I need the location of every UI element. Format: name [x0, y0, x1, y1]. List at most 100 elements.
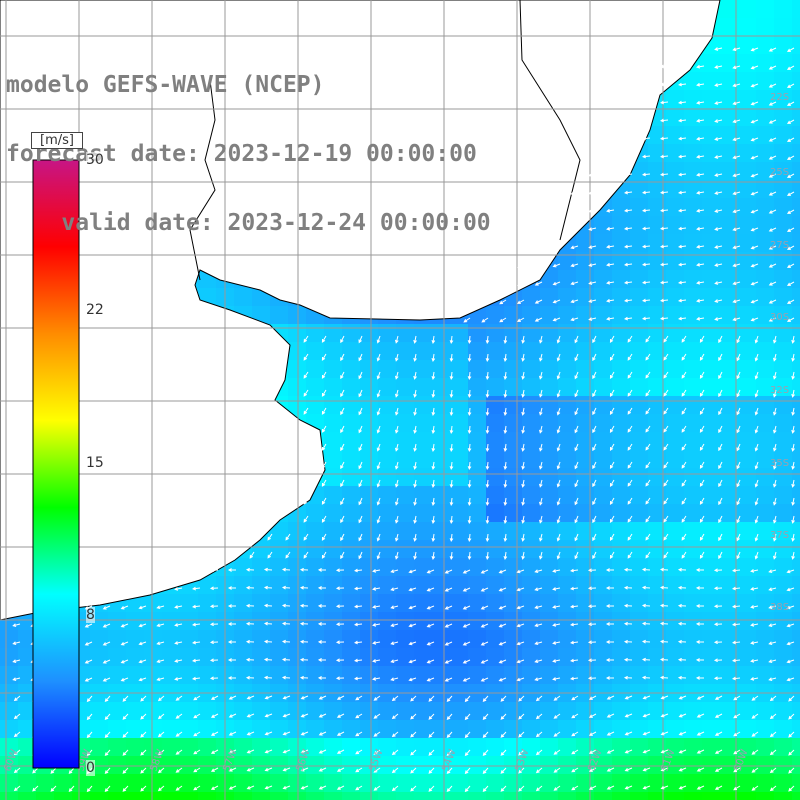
wind-arrow: [587, 568, 597, 573]
wind-arrow: [623, 639, 633, 644]
wind-arrow: [263, 657, 273, 662]
speed-cell: [432, 756, 450, 774]
wind-arrow: [696, 136, 705, 141]
speed-cell: [648, 486, 666, 504]
speed-cell: [558, 612, 576, 630]
wind-arrow: [157, 713, 165, 720]
wind-arrow: [413, 551, 417, 560]
speed-cell: [252, 558, 270, 576]
wind-arrow: [355, 749, 363, 755]
wind-arrow: [245, 675, 255, 680]
wind-arrow: [376, 533, 381, 542]
wind-arrow: [518, 785, 525, 792]
wind-arrow: [623, 675, 633, 680]
wind-arrow: [623, 657, 633, 662]
wind-arrow: [641, 657, 651, 662]
wind-arrow: [627, 353, 633, 361]
speed-cell: [432, 594, 450, 612]
wind-arrow: [769, 767, 777, 774]
wind-arrow: [588, 299, 597, 303]
wind-arrow: [699, 497, 705, 505]
wind-arrow: [681, 389, 687, 397]
wind-arrow: [570, 640, 579, 645]
speed-cell: [522, 306, 540, 324]
wind-arrow: [750, 317, 759, 322]
wind-arrow: [372, 569, 381, 573]
wind-arrow: [464, 785, 471, 793]
wind-arrow: [714, 767, 723, 772]
speed-cell: [612, 468, 630, 486]
wind-arrow: [192, 604, 201, 609]
wind-arrow: [736, 533, 741, 542]
wind-arrow: [570, 658, 579, 663]
wind-arrow: [718, 551, 723, 560]
speed-cell: [594, 306, 612, 324]
speed-cell: [702, 612, 720, 630]
speed-cell: [306, 648, 324, 666]
wind-arrow: [681, 443, 687, 451]
speed-cell: [162, 774, 180, 792]
speed-cell: [612, 558, 630, 576]
wind-arrow: [713, 604, 723, 609]
speed-cell: [774, 414, 792, 432]
colorbar-tick-8: 8: [86, 607, 95, 623]
speed-cell: [270, 576, 288, 594]
wind-arrow: [263, 621, 273, 626]
wind-arrow: [449, 515, 454, 524]
wind-arrow: [394, 533, 399, 542]
wind-arrow: [394, 425, 399, 434]
wind-arrow: [606, 280, 615, 285]
wind-arrow: [553, 767, 561, 773]
wind-arrow: [467, 443, 472, 453]
speed-cell: [324, 342, 342, 360]
speed-cell: [594, 216, 612, 234]
wind-arrow: [408, 623, 417, 628]
speed-cell: [792, 756, 800, 774]
speed-cell: [558, 540, 576, 558]
speed-cell: [468, 738, 486, 756]
wind-arrow: [605, 640, 615, 644]
speed-cell: [666, 198, 684, 216]
speed-cell: [666, 288, 684, 306]
speed-cell: [198, 792, 216, 800]
speed-cell: [198, 630, 216, 648]
speed-cell: [486, 648, 504, 666]
wind-arrow: [104, 785, 111, 793]
speed-cell: [522, 558, 540, 576]
speed-cell: [594, 234, 612, 252]
speed-cell: [468, 378, 486, 396]
speed-cell: [774, 738, 792, 756]
speed-cell: [720, 702, 738, 720]
speed-cell: [594, 756, 612, 774]
wind-arrow: [678, 785, 687, 790]
wind-arrow: [321, 389, 327, 397]
wind-arrow: [317, 604, 327, 608]
speed-cell: [684, 108, 702, 126]
speed-cell: [108, 756, 126, 774]
wind-arrow: [498, 641, 507, 646]
speed-cell: [756, 756, 774, 774]
speed-cell: [774, 198, 792, 216]
speed-cell: [684, 558, 702, 576]
wind-arrow: [376, 353, 381, 362]
speed-cell: [378, 774, 396, 792]
speed-cell: [774, 648, 792, 666]
speed-cell: [414, 576, 432, 594]
wind-arrow: [209, 568, 219, 573]
wind-arrow: [592, 497, 597, 506]
wind-arrow: [518, 767, 525, 774]
wind-arrow: [624, 208, 633, 213]
wind-arrow: [678, 749, 687, 754]
speed-cell: [540, 648, 558, 666]
speed-cell: [738, 648, 756, 666]
wind-arrow: [718, 533, 723, 542]
speed-cell: [756, 270, 774, 288]
speed-cell: [774, 342, 792, 360]
speed-cell: [666, 342, 684, 360]
speed-cell: [504, 396, 522, 414]
wind-arrow: [174, 641, 183, 645]
speed-cell: [702, 540, 720, 558]
speed-cell: [738, 468, 756, 486]
speed-cell: [648, 522, 666, 540]
